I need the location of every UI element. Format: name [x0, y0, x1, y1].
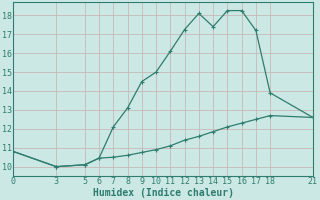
X-axis label: Humidex (Indice chaleur): Humidex (Indice chaleur) [93, 188, 234, 198]
